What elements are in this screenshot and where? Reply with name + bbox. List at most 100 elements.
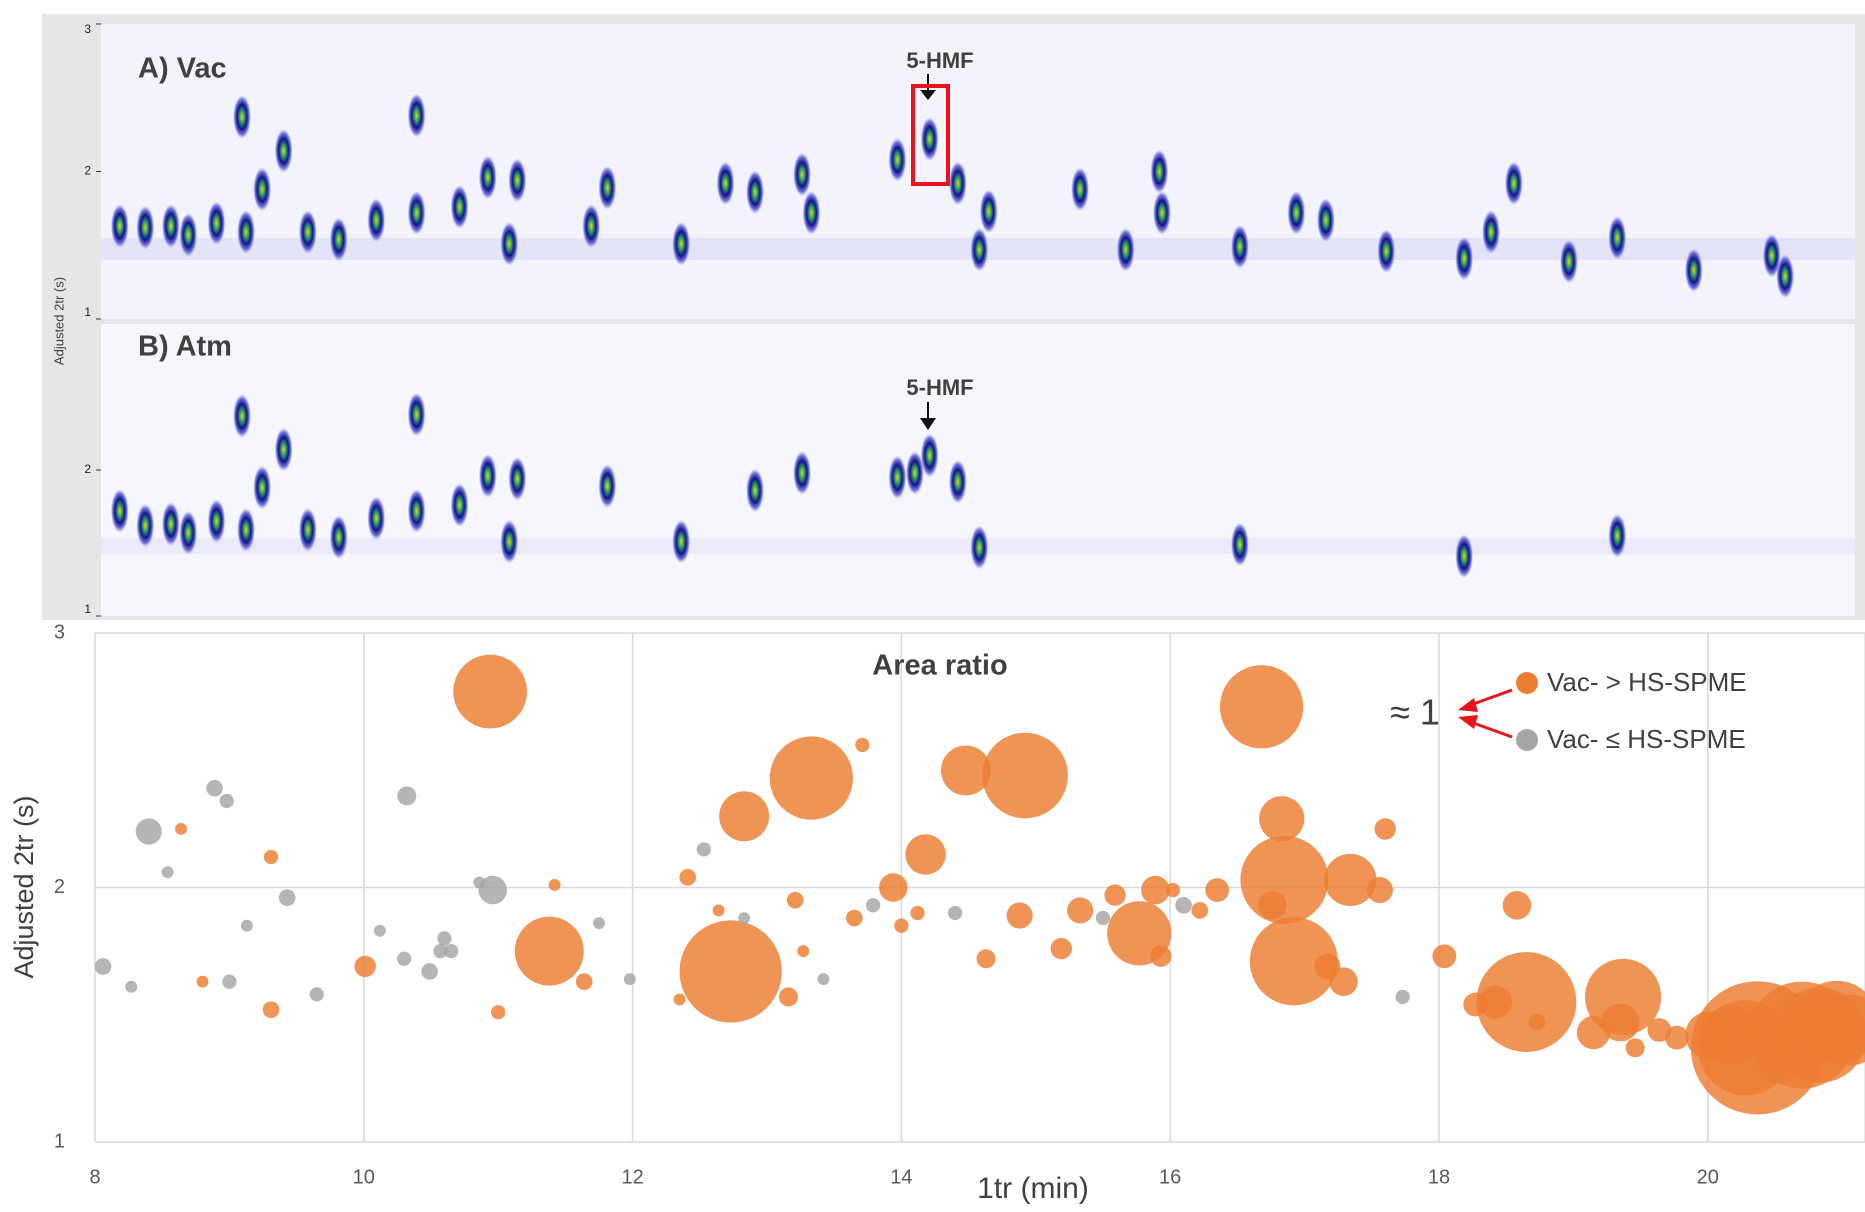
- peak: [508, 158, 527, 203]
- bubble: [1175, 896, 1192, 914]
- bubble: [196, 975, 209, 988]
- bubble: [575, 973, 593, 990]
- peak: [207, 201, 226, 246]
- bubble: [491, 1005, 506, 1020]
- bubble: [1625, 1038, 1645, 1058]
- y-tick-label: 1: [84, 305, 91, 319]
- legend: Vac- > HS-SPME Vac- ≤ HS-SPME: [1516, 667, 1747, 754]
- x-tick-label: 10: [353, 1166, 375, 1188]
- peak: [1608, 215, 1627, 260]
- peak: [329, 515, 348, 560]
- peak: [478, 155, 497, 200]
- peak: [136, 503, 155, 548]
- peak: [1116, 227, 1135, 272]
- peak-annotation: 5-HMF: [906, 375, 973, 400]
- peak: [1608, 513, 1627, 558]
- bubble: [1585, 958, 1662, 1035]
- y-tick-label: 1: [84, 602, 91, 616]
- legend-marker: [1516, 672, 1538, 694]
- bubble: [940, 745, 991, 796]
- bubble: [623, 973, 636, 986]
- bubble: [1366, 876, 1393, 904]
- legend-label: Vac- ≤ HS-SPME: [1547, 724, 1746, 754]
- bubble: [421, 963, 438, 980]
- bubble: [263, 849, 279, 865]
- peak: [793, 152, 812, 197]
- bubble: [161, 866, 174, 879]
- bubble: [817, 973, 830, 986]
- peak: [407, 190, 426, 235]
- peak: [598, 464, 617, 509]
- bubble: [1141, 875, 1170, 905]
- bubble: [1006, 902, 1033, 929]
- bubble: [1150, 945, 1172, 967]
- peak: [136, 205, 155, 250]
- bubble: [1067, 897, 1094, 924]
- x-tick-label: 12: [621, 1166, 643, 1188]
- arrow-head: [920, 418, 936, 430]
- peak: [802, 190, 821, 235]
- y-tick-label: 2: [54, 876, 65, 898]
- bubble: [95, 958, 112, 975]
- bubbles: [95, 654, 1865, 1115]
- x-tick-label: 8: [89, 1166, 100, 1188]
- peak: [478, 453, 497, 498]
- bubble: [514, 916, 584, 986]
- panel-b-area: [101, 324, 1855, 616]
- bubble: [797, 945, 810, 958]
- peak: [1455, 534, 1474, 579]
- peak: [970, 227, 989, 272]
- bubble: [478, 875, 508, 905]
- peak: [1504, 161, 1523, 206]
- peak: [233, 94, 252, 139]
- y-tick-label: 1: [54, 1130, 65, 1152]
- peak: [407, 488, 426, 533]
- bubble: [982, 732, 1068, 819]
- peak: [179, 510, 198, 555]
- bubble: [1502, 891, 1532, 920]
- peak: [1316, 198, 1335, 243]
- bubble: [1240, 835, 1329, 924]
- peak: [716, 161, 735, 206]
- peak: [508, 456, 527, 501]
- bubble: [1528, 1014, 1546, 1031]
- panel-label: A) Vac: [138, 53, 227, 85]
- peak: [746, 170, 765, 215]
- bubble: [910, 905, 925, 921]
- peak: [179, 212, 198, 257]
- legend-label: Vac- > HS-SPME: [1547, 667, 1747, 697]
- legend-marker: [1516, 729, 1538, 751]
- peak: [298, 507, 317, 552]
- bubble: [1476, 952, 1577, 1052]
- peak: [598, 165, 617, 210]
- bubble: [397, 786, 417, 806]
- bubble: [1324, 853, 1377, 907]
- x-tick-label: 16: [1159, 1166, 1181, 1188]
- peak: [1762, 233, 1781, 278]
- bubble: [206, 779, 223, 797]
- bubble: [309, 987, 324, 1002]
- peak: [298, 209, 317, 254]
- peak: [1287, 190, 1306, 235]
- bubble: [1191, 902, 1209, 919]
- peak: [1776, 254, 1795, 299]
- bubble: [679, 920, 782, 1023]
- bubble: [593, 917, 605, 930]
- peak: [110, 204, 129, 249]
- peak: [253, 167, 272, 212]
- peak: [233, 393, 252, 438]
- bubble: [1104, 884, 1126, 906]
- bubble: [778, 987, 799, 1007]
- peak: [161, 204, 180, 249]
- bubble: [1095, 910, 1111, 926]
- bubble: [278, 889, 296, 907]
- peak: [407, 93, 426, 138]
- peak: [450, 184, 469, 229]
- peak: [582, 204, 601, 249]
- bubble: [786, 891, 804, 909]
- arrow-head: [1458, 698, 1478, 712]
- peak: [672, 519, 691, 564]
- peak: [110, 488, 129, 533]
- highlight-box: [911, 84, 950, 186]
- chart-title: Area ratio: [872, 650, 1007, 682]
